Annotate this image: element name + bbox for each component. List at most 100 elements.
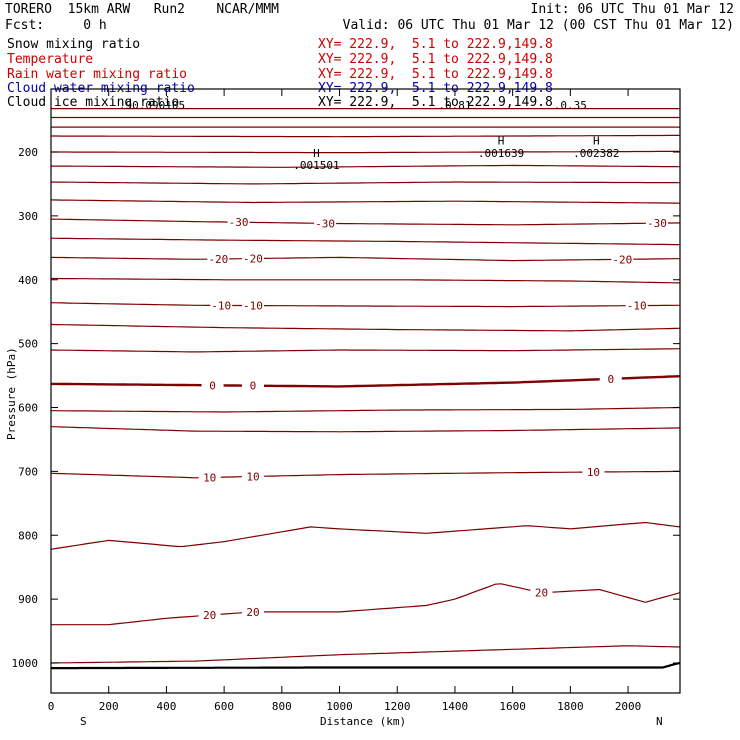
x-end-label-north: N xyxy=(656,715,663,728)
contour-line-13 xyxy=(50,323,681,332)
x-tick-label: 800 xyxy=(272,700,292,713)
contour-label: 20 xyxy=(535,587,548,600)
extremum-label: .0.35 xyxy=(554,99,587,112)
y-tick-label: 500 xyxy=(18,338,38,351)
x-tick-label: 1800 xyxy=(557,700,584,713)
ground-layer xyxy=(51,661,681,670)
contour-label: 10 xyxy=(246,470,259,483)
legend-name-rain: Rain water mixing ratio xyxy=(7,67,188,82)
contour-label: -30 xyxy=(647,217,667,230)
contour-label: -20 xyxy=(243,253,263,266)
contour-label: -10 xyxy=(243,300,263,313)
x-tick-label: 1600 xyxy=(499,700,526,713)
legend-range-temperature: XY= 222.9, 5.1 to 222.9,149.8 xyxy=(318,52,553,67)
contour-layer: -30 -30 -30 -20 -20 -20 -10 -10 -10 0 0 0 10 10 10 20 20… xyxy=(50,108,681,664)
extremum-label: .0.81 xyxy=(438,99,471,112)
contour-label-bg xyxy=(207,253,230,266)
contour-line-4 xyxy=(51,150,680,154)
y-tick-label: 800 xyxy=(18,529,38,542)
contour-label: 0 xyxy=(209,379,216,392)
contour-label-bg xyxy=(198,471,221,484)
x-tick-label: 1000 xyxy=(326,700,353,713)
contour-line-15 xyxy=(51,375,681,388)
run-title: TORERO 15km ARW Run2 NCAR/MMM xyxy=(5,2,279,17)
x-tick-label: 400 xyxy=(156,700,176,713)
y-tick-label: 1000 xyxy=(12,657,39,670)
y-axis-label: Pressure (hPa) xyxy=(5,347,18,440)
y-tick-label: 300 xyxy=(18,210,38,223)
y-tick-label: 200 xyxy=(18,146,38,159)
forecast-hour: Fcst: 0 h xyxy=(5,18,107,33)
contour-label-bg xyxy=(582,466,605,479)
contour-label: -30 xyxy=(229,216,249,229)
plot-frame xyxy=(50,88,681,694)
x-end-label-south: S xyxy=(80,715,87,728)
y-tick-label: 600 xyxy=(18,402,38,415)
x-tick-label: 600 xyxy=(214,700,234,713)
x-tick-label: 1400 xyxy=(442,700,469,713)
contour-label-bg xyxy=(241,252,264,265)
contour-line-9 xyxy=(50,237,680,246)
ground-line xyxy=(51,661,681,670)
contour-label: 10 xyxy=(587,466,600,479)
legend-range-cloud-ice: XY= 222.9, 5.1 to 222.9,149.8 xyxy=(318,95,553,110)
contour-label-bg xyxy=(241,379,264,392)
contour-line-5 xyxy=(51,164,681,168)
contour-label: 0 xyxy=(607,373,614,386)
legend-range-snow: XY= 222.9, 5.1 to 222.9,149.8 xyxy=(318,37,553,52)
y-tick-label: 900 xyxy=(18,593,38,606)
contour-line-12 xyxy=(50,302,680,308)
contour-line-8 xyxy=(50,218,681,226)
x-tick-label: 200 xyxy=(99,700,119,713)
label-layer: H.001501H.001639H.002382.90.090105.0.81.… xyxy=(119,99,620,172)
init-time: Init: 06 UTC Thu 01 Mar 12 xyxy=(530,2,735,17)
extremum-label: .002382 xyxy=(573,147,619,160)
contour-label-bg xyxy=(599,372,622,385)
legend-name-cloud-ice: Cloud ice mixing ratio xyxy=(7,95,180,110)
contour-label: -10 xyxy=(211,299,231,312)
contour-label: 20 xyxy=(203,609,216,622)
extremum-label: .001639 xyxy=(478,147,524,160)
extremum-label: H xyxy=(593,134,600,147)
contour-label-bg xyxy=(645,217,668,230)
contour-label: -10 xyxy=(627,300,647,313)
contour-label-bg xyxy=(227,216,250,229)
x-tick-label: 1200 xyxy=(384,700,411,713)
x-tick-label: 0 xyxy=(48,700,55,713)
extremum-label: H xyxy=(313,147,320,160)
valid-time: Valid: 06 UTC Thu 01 Mar 12 (00 CST Thu … xyxy=(342,18,734,33)
legend-name-temperature: Temperature xyxy=(7,52,94,67)
contour-line-20 xyxy=(51,583,681,626)
extremum-label: .90.090105 xyxy=(119,99,185,112)
contour-line-17 xyxy=(50,426,681,433)
contour-label: -20 xyxy=(612,253,632,266)
contour-line-21 xyxy=(50,645,681,664)
contour-label-bg xyxy=(241,470,264,483)
extremum-label: H xyxy=(498,134,505,147)
contour-line-7 xyxy=(50,199,680,204)
contour-label: 10 xyxy=(203,471,216,484)
legend-name-snow: Snow mixing ratio xyxy=(7,37,141,52)
x-axis-label: Distance (km) xyxy=(320,715,406,728)
contour-label-bg xyxy=(314,217,337,230)
axes-layer: 0 200 400 600 800 1000 1200 1400 1600 1800 2000200… xyxy=(12,89,680,713)
contour-label-bg xyxy=(241,299,264,312)
y-tick-label: 700 xyxy=(18,465,38,478)
contour-line-3 xyxy=(51,134,680,138)
legend-range-rain: XY= 222.9, 5.1 to 222.9,149.8 xyxy=(318,67,553,82)
contour-label-bg xyxy=(201,379,224,392)
contour-label: -30 xyxy=(315,217,335,230)
contour-label-bg xyxy=(198,609,221,622)
contour-label-bg xyxy=(530,586,553,599)
contour-label: 20 xyxy=(246,606,259,619)
contour-label-bg xyxy=(625,299,648,312)
contour-label: -20 xyxy=(208,253,228,266)
contour-line-6 xyxy=(50,181,681,185)
contour-line-16 xyxy=(51,406,681,413)
x-tick-label: 2000 xyxy=(615,700,642,713)
contour-label-bg xyxy=(611,253,634,266)
contour-line-18 xyxy=(50,470,680,479)
y-tick-label: 400 xyxy=(18,274,38,287)
extremum-label: .001501 xyxy=(293,159,339,172)
